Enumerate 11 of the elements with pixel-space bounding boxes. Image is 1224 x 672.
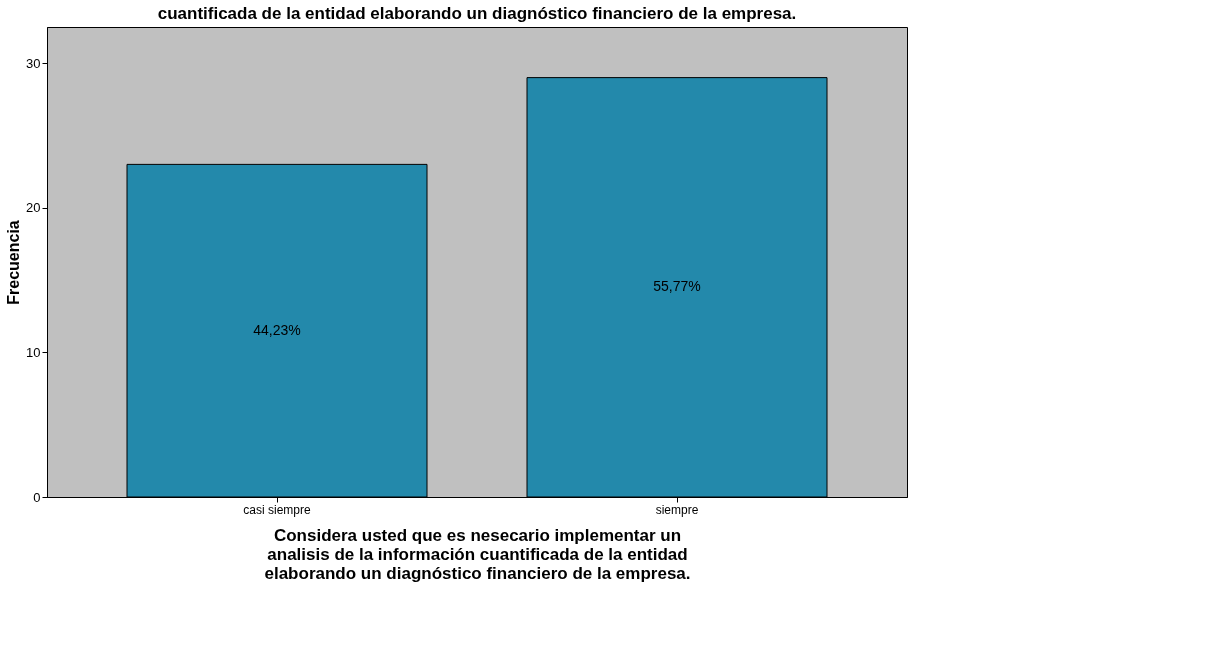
annotation: 55,77% bbox=[653, 278, 701, 295]
y-tick-label: 0 bbox=[33, 489, 41, 505]
y-tick-label: 30 bbox=[26, 55, 41, 71]
y-tick-label: 10 bbox=[26, 344, 41, 360]
x-tick-label: casi siempre bbox=[243, 502, 311, 517]
x-tick-label: siempre bbox=[655, 502, 699, 517]
y-tick-label: 20 bbox=[26, 200, 41, 216]
annotation: 44,23% bbox=[253, 321, 301, 338]
chart-title: cuantificada de la entidad elaborando un diagnóstico financiero de la empresa. bbox=[157, 4, 797, 23]
y-axis-title: Frecuencia bbox=[5, 220, 23, 305]
x-axis-title: Considera usted que es nesecario implementar un analisis de la información cuantificada de la entidad elaborando un diagnóstico financiero de la empresa. bbox=[264, 525, 691, 583]
